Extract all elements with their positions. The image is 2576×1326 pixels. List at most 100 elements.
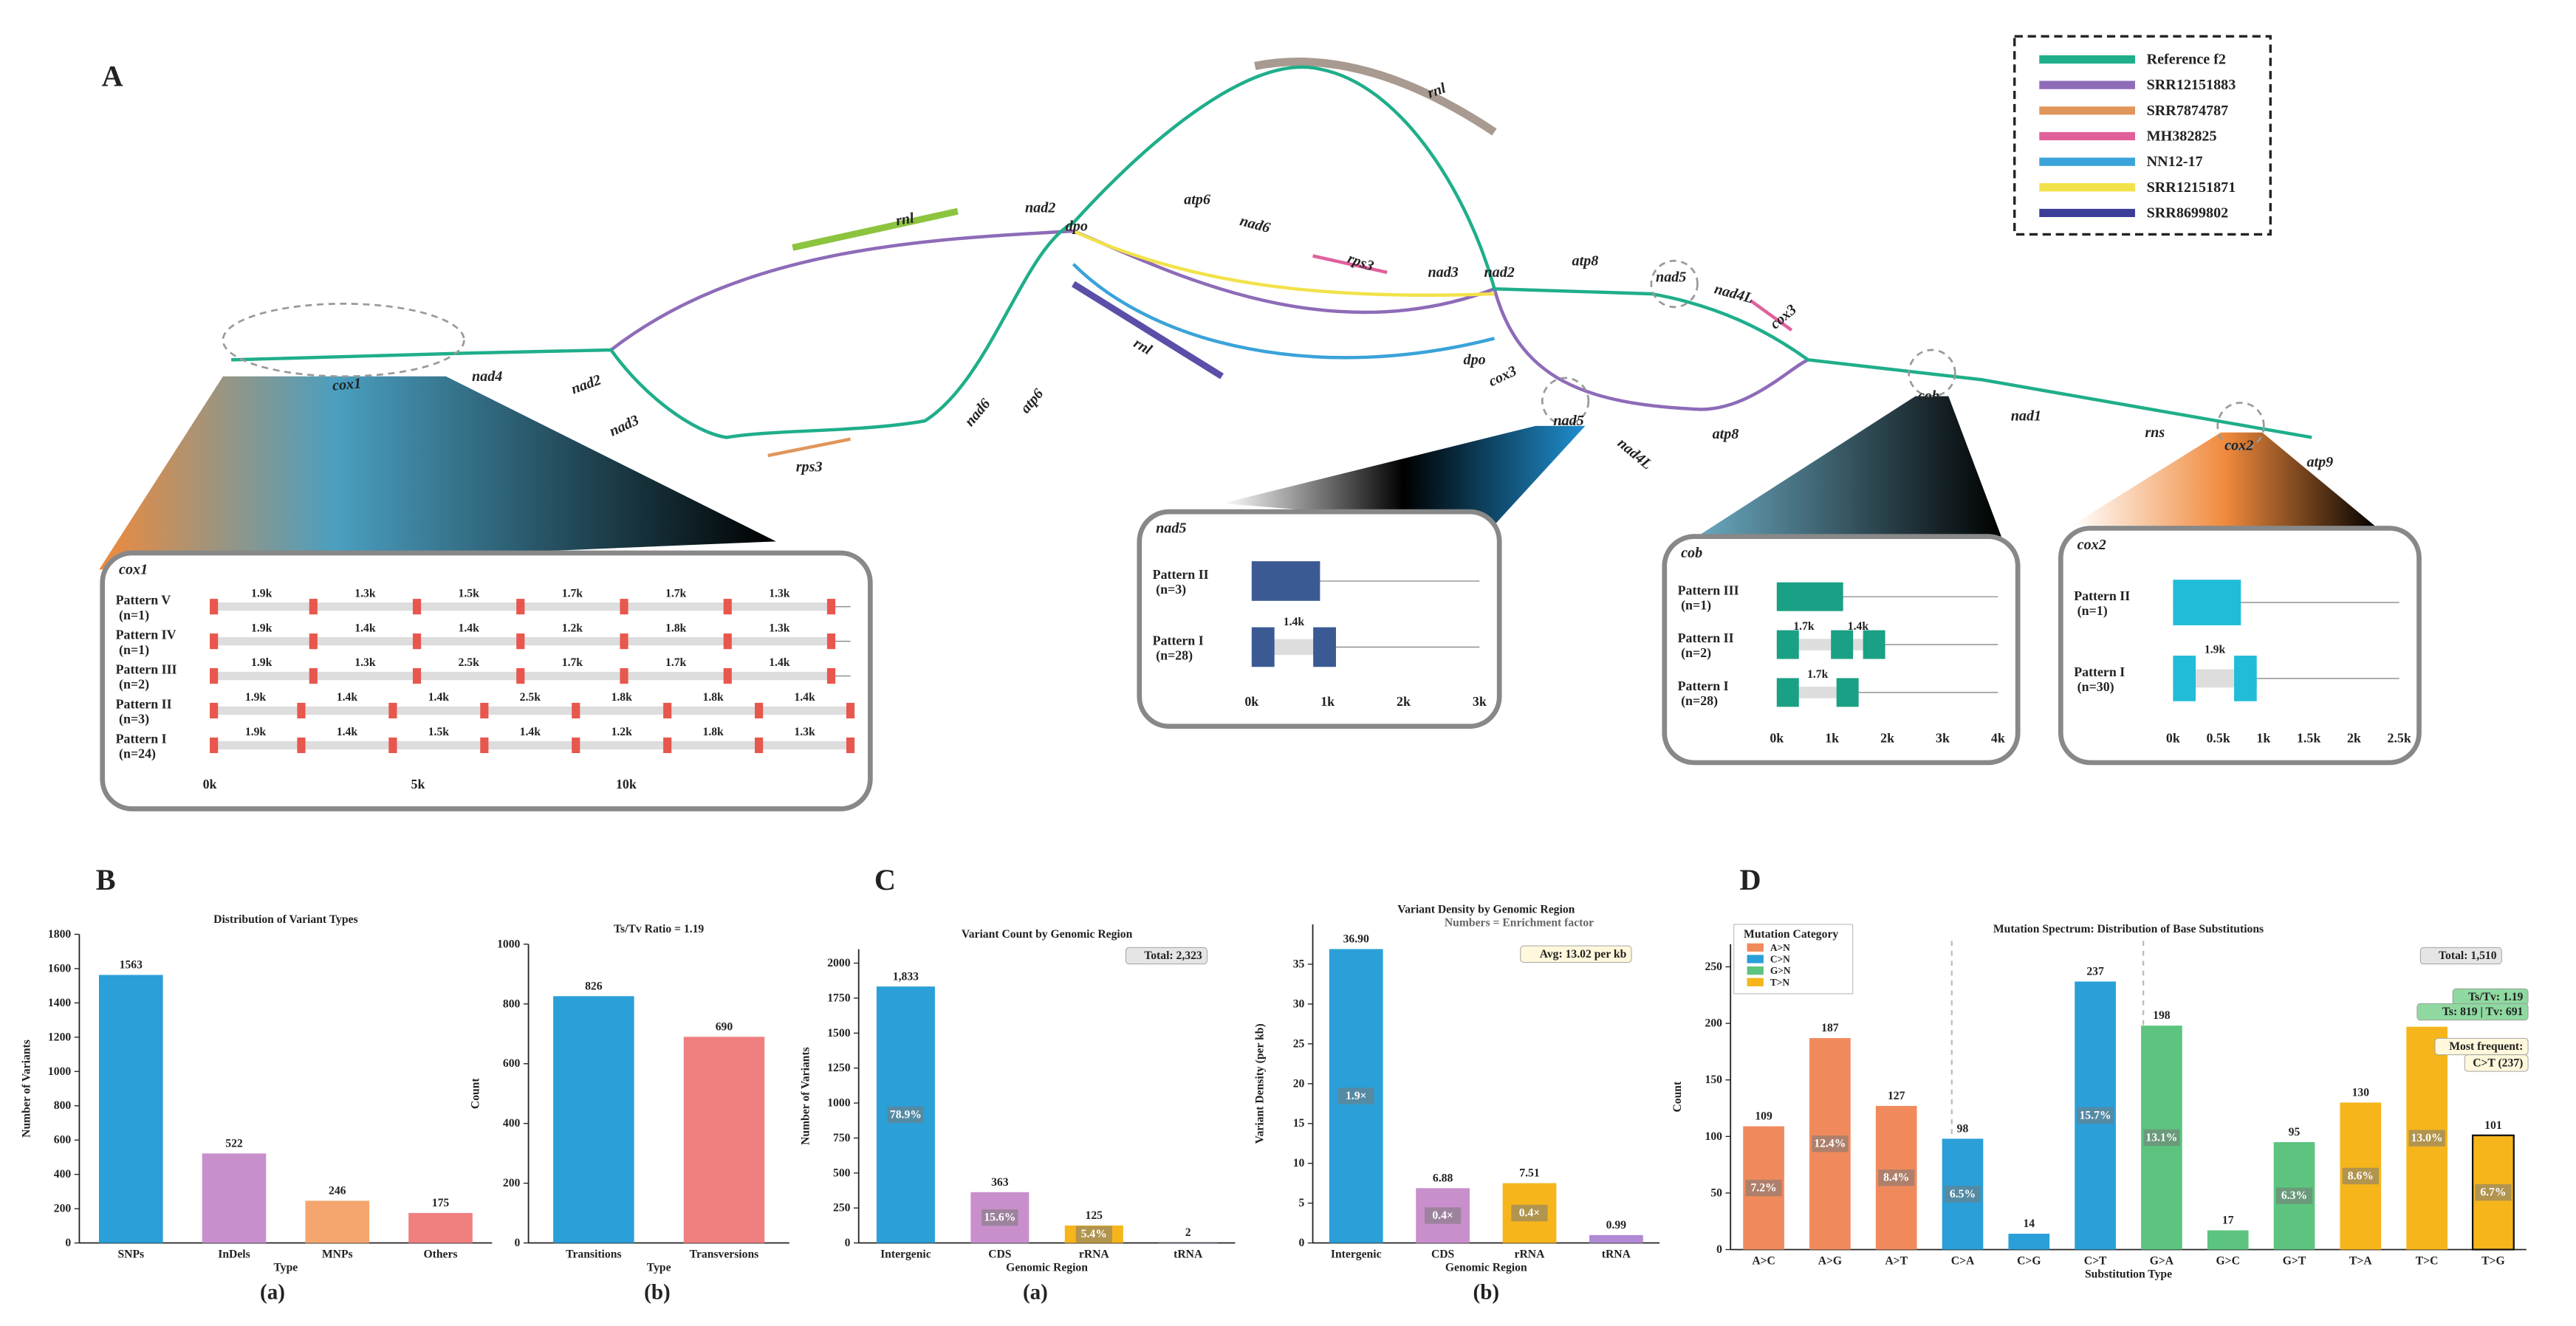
x-tick-label: MNPs bbox=[322, 1248, 353, 1261]
pattern-count: (n=28) bbox=[1681, 693, 1718, 709]
inset-x-tick: 0k bbox=[203, 777, 217, 791]
bar bbox=[2207, 1230, 2249, 1250]
pattern-name: Pattern I bbox=[1153, 633, 1204, 647]
legend-label: Reference f2 bbox=[2147, 51, 2226, 67]
exon bbox=[2234, 656, 2257, 701]
exon bbox=[480, 702, 489, 719]
segment-length: 1.4k bbox=[520, 726, 541, 738]
pattern-name: Pattern III bbox=[116, 662, 177, 677]
segment-length: 1.3k bbox=[354, 656, 376, 669]
bar bbox=[2008, 1234, 2050, 1250]
gene-bar bbox=[767, 437, 851, 458]
y-tick-label: 1750 bbox=[827, 992, 850, 1004]
x-tick-label: rRNA bbox=[1515, 1248, 1546, 1261]
highlight-circle bbox=[1541, 377, 1590, 425]
legend-label: SRR12151871 bbox=[2147, 179, 2236, 196]
inner-label-bg bbox=[1425, 1207, 1462, 1224]
y-tick-label: 800 bbox=[503, 997, 521, 1010]
chart-title: Mutation Spectrum: Distribution of Base … bbox=[1993, 923, 2264, 935]
exon bbox=[1776, 630, 1799, 659]
intron-bar bbox=[210, 741, 851, 750]
pattern-count: (n=2) bbox=[119, 677, 149, 693]
x-tick-label: G>T bbox=[2283, 1255, 2306, 1268]
inner-label-bg bbox=[1511, 1204, 1548, 1222]
gene-label: nad2 bbox=[1025, 200, 1055, 216]
y-tick-label: 250 bbox=[833, 1202, 851, 1215]
exon bbox=[826, 599, 836, 615]
y-tick-label: 400 bbox=[503, 1117, 521, 1130]
inner-label-bg bbox=[887, 1106, 925, 1124]
pattern-count: (n=1) bbox=[2077, 603, 2108, 619]
inset-box bbox=[1137, 509, 1502, 729]
x-tick-label: C>A bbox=[1951, 1255, 1975, 1268]
chart-title: Variant Density by Genomic Region bbox=[1397, 903, 1575, 916]
value-label: 130 bbox=[2352, 1086, 2370, 1099]
inner-label: 6.5% bbox=[1950, 1188, 1976, 1200]
exon bbox=[723, 633, 732, 650]
exon bbox=[1831, 630, 1854, 659]
inner-label-bg bbox=[2143, 1129, 2180, 1147]
inset-x-tick: 0k bbox=[1770, 730, 1784, 745]
pattern-count: (n=1) bbox=[119, 642, 149, 658]
intron-bar bbox=[210, 706, 851, 715]
value-label: 127 bbox=[1888, 1090, 1905, 1102]
chart-subtitle: Numbers = Enrichment factor bbox=[1445, 916, 1594, 929]
gene-label: rps3 bbox=[796, 459, 823, 475]
legend-label: SRR7874787 bbox=[2147, 103, 2229, 119]
annotation-box bbox=[1520, 945, 1632, 963]
panel-label: D bbox=[1739, 863, 1761, 896]
value-label: 95 bbox=[2289, 1126, 2301, 1138]
y-axis-label: Number of Variants bbox=[800, 1047, 812, 1145]
segment-length: 1.2k bbox=[612, 726, 633, 738]
highlight-circle bbox=[1908, 348, 1956, 397]
segment-length: 1.7k bbox=[1807, 668, 1829, 681]
x-tick-label: Others bbox=[423, 1248, 457, 1261]
exon bbox=[210, 667, 219, 684]
x-tick-label: C>G bbox=[2017, 1255, 2041, 1268]
x-axis-label: Substitution Type bbox=[2085, 1268, 2172, 1281]
inner-label-bg bbox=[982, 1209, 1018, 1226]
segment-length: 1.3k bbox=[769, 622, 790, 634]
path-variant bbox=[1072, 229, 1495, 298]
legend-label: G>N bbox=[1770, 965, 1791, 976]
value-label: 246 bbox=[329, 1184, 346, 1197]
x-axis-label: Type bbox=[647, 1262, 671, 1274]
x-tick-label: Transitions bbox=[566, 1248, 621, 1261]
bar bbox=[553, 996, 634, 1243]
inner-label: 6.7% bbox=[2480, 1186, 2506, 1199]
inset-x-tick: 0k bbox=[1244, 694, 1258, 709]
gene-label: atp8 bbox=[1572, 253, 1599, 269]
gene-label: atp6 bbox=[1184, 192, 1211, 208]
x-tick-label: A>C bbox=[1752, 1255, 1775, 1268]
x-tick-label: A>T bbox=[1885, 1255, 1908, 1268]
exon bbox=[620, 633, 628, 650]
value-label: 237 bbox=[2086, 966, 2104, 978]
exon bbox=[2173, 580, 2241, 625]
y-tick-label: 15 bbox=[1293, 1117, 1305, 1130]
legend-label: SRR12151883 bbox=[2147, 77, 2236, 93]
y-axis-label: Count bbox=[469, 1078, 482, 1110]
segment-length: 1.9k bbox=[2205, 643, 2226, 656]
zoom-wedge bbox=[1684, 396, 2001, 545]
x-tick-label: Intergenic bbox=[880, 1248, 931, 1261]
exon bbox=[1776, 582, 1843, 611]
gene-label: nad3 bbox=[607, 412, 642, 439]
segment-length: 1.7k bbox=[665, 587, 687, 600]
exon bbox=[1863, 630, 1885, 659]
y-tick-label: 500 bbox=[833, 1167, 851, 1179]
gene-label: cox1 bbox=[332, 375, 362, 394]
gene-label: rnl bbox=[1131, 335, 1155, 359]
inset-x-tick: 4k bbox=[1991, 730, 2005, 745]
y-axis-label: Variant Density (per kb) bbox=[1253, 1023, 1266, 1144]
panel-sublabel: (a) bbox=[1023, 1281, 1048, 1305]
x-tick-label: tRNA bbox=[1602, 1248, 1631, 1261]
inner-label: 8.6% bbox=[2348, 1169, 2374, 1182]
panel-sublabel: (b) bbox=[1473, 1281, 1500, 1305]
value-label: 98 bbox=[1957, 1122, 1969, 1135]
annotation-box bbox=[1125, 947, 1208, 965]
y-tick-label: 2000 bbox=[827, 957, 850, 969]
segment-length: 1.5k bbox=[428, 726, 450, 738]
segment-length: 1.7k bbox=[562, 587, 583, 600]
group-separators bbox=[1950, 941, 2145, 1250]
